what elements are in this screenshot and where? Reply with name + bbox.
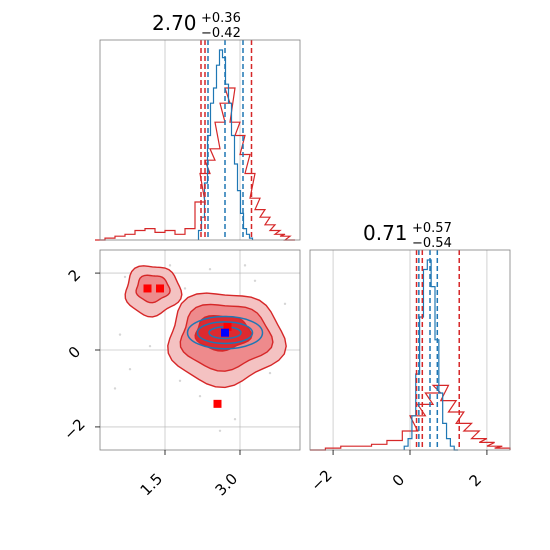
hist1-frame <box>99 39 301 241</box>
histogram-panel-param-1: 2.70 +0.36 −0.42 <box>95 11 301 241</box>
joint-blue-contour-mid <box>196 321 254 345</box>
joint-sample-point-18 <box>208 268 212 271</box>
joint-sample-point-14 <box>283 302 287 306</box>
joint-ytick-label-1: 0 <box>65 343 84 362</box>
title-param-2: 0.71 <box>363 221 408 245</box>
joint-sample-point-10 <box>218 429 222 432</box>
joint-blue-contour-outer <box>186 315 264 350</box>
joint-sample-point-11 <box>168 264 172 267</box>
joint-red-marker-3 <box>223 322 232 331</box>
joint-red-contour-mode2-inner <box>135 274 171 304</box>
hist1-red-series <box>95 87 295 241</box>
joint-sample-point-16 <box>178 379 182 382</box>
hist2-xtick-label-1: 0 <box>389 471 408 490</box>
title-param-2-minus: −0.54 <box>412 236 452 251</box>
joint-ytick-label-2: 2 <box>65 266 84 285</box>
joint-sample-point-2 <box>118 333 122 336</box>
hist2-blue-series <box>403 259 459 451</box>
joint-xtick-label-0: 1.5 <box>137 470 167 500</box>
joint-red-marker-1 <box>156 284 164 293</box>
joint-red-marker-0 <box>143 284 152 293</box>
joint-posterior-panel: 1.5 3.0 −2 0 2 <box>60 249 301 500</box>
joint-sample-point-9 <box>253 279 257 282</box>
joint-sample-point-6 <box>198 394 202 398</box>
joint-sample-point-13 <box>148 344 152 348</box>
title-param-1: 2.70 <box>152 11 197 35</box>
joint-red-marker-2 <box>213 399 222 408</box>
histogram-panel-param-2: 0.71 +0.57 −0.54 −2 0 2 <box>307 221 511 495</box>
title-param-2-plus: +0.57 <box>412 221 452 236</box>
joint-ytick-label-0: −2 <box>60 415 88 443</box>
joint-sample-point-0 <box>123 275 127 279</box>
hist2-xtick-label-2: 2 <box>466 471 485 490</box>
joint-blue-marker-0 <box>221 328 229 337</box>
joint-sample-point-3 <box>183 287 187 290</box>
hist2-xtick-label-0: −2 <box>307 466 335 494</box>
joint-sample-point-15 <box>233 418 237 421</box>
joint-sample-point-7 <box>268 371 272 375</box>
joint-sample-point-19 <box>128 368 132 371</box>
title-param-1-plus: +0.36 <box>201 11 241 26</box>
joint-sample-point-17 <box>243 264 247 267</box>
joint-xtick-label-1: 3.0 <box>212 470 242 500</box>
title-param-1-minus: −0.42 <box>201 26 241 41</box>
joint-sample-point-12 <box>113 387 117 390</box>
